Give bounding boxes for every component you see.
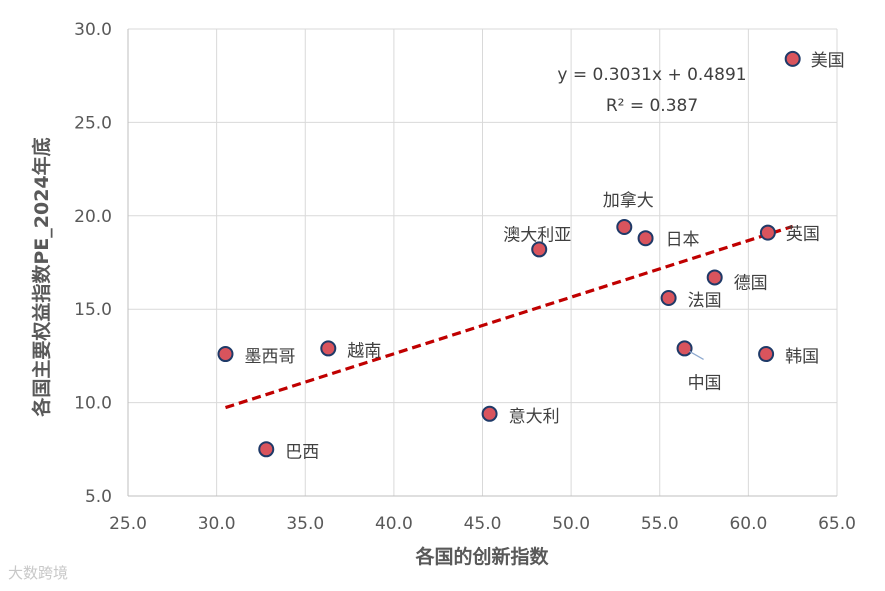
data-point <box>784 50 801 67</box>
point-label: 美国 <box>811 51 845 71</box>
x-tick-label: 45.0 <box>464 514 502 534</box>
x-tick-label: 40.0 <box>375 514 413 534</box>
x-tick-label: 30.0 <box>198 514 236 534</box>
y-axis-title: 各国主要权益指数PE_2024年底 <box>30 137 53 417</box>
grid <box>128 28 838 496</box>
y-tick-label: 15.0 <box>74 300 112 320</box>
y-tick-label: 25.0 <box>74 113 112 133</box>
data-point <box>660 289 677 306</box>
point-label: 墨西哥 <box>244 347 295 367</box>
watermark: 大数跨境 <box>8 564 69 582</box>
x-axis-title: 各国的创新指数 <box>414 545 549 568</box>
point-label: 巴西 <box>285 442 319 462</box>
data-point <box>706 269 723 286</box>
x-tick-label: 50.0 <box>552 514 590 534</box>
data-points <box>217 50 801 458</box>
point-label: 德国 <box>734 273 768 293</box>
trendline-group <box>225 224 794 410</box>
point-label: 英国 <box>786 225 820 245</box>
data-point <box>258 441 275 458</box>
data-point <box>637 230 654 247</box>
point-label: 中国 <box>688 373 722 393</box>
point-label: 澳大利亚 <box>503 225 571 245</box>
data-point <box>759 224 776 241</box>
data-point <box>217 346 234 363</box>
data-point <box>320 340 337 357</box>
point-label: 加拿大 <box>603 190 654 211</box>
data-point <box>481 405 498 422</box>
data-point <box>758 346 775 363</box>
y-tick-label: 30.0 <box>74 20 112 40</box>
x-tick-label: 25.0 <box>109 514 147 534</box>
point-label: 法国 <box>688 291 722 311</box>
point-label: 韩国 <box>785 347 819 367</box>
leader-line <box>689 350 704 360</box>
y-tick-label: 20.0 <box>74 207 112 227</box>
data-point <box>531 241 548 258</box>
axes: 25.0 30.0 35.0 40.0 45.0 50.0 55.0 60.0 65.0 5.0 1… <box>74 20 856 534</box>
trendline <box>225 224 794 410</box>
x-tick-label: 65.0 <box>818 514 856 534</box>
x-tick-label: 35.0 <box>286 514 324 534</box>
point-label: 越南 <box>347 341 381 361</box>
point-label: 日本 <box>666 230 700 250</box>
data-point <box>616 219 633 236</box>
trendline-r-squared: R² = 0.387 <box>606 96 698 116</box>
point-label: 意大利 <box>509 407 560 427</box>
y-tick-label: 5.0 <box>85 487 112 507</box>
trendline-equation: y = 0.3031x + 0.4891 <box>557 65 746 85</box>
data-point <box>676 340 693 357</box>
x-tick-label: 55.0 <box>641 514 679 534</box>
y-tick-label: 10.0 <box>74 394 112 414</box>
x-tick-label: 60.0 <box>729 514 767 534</box>
